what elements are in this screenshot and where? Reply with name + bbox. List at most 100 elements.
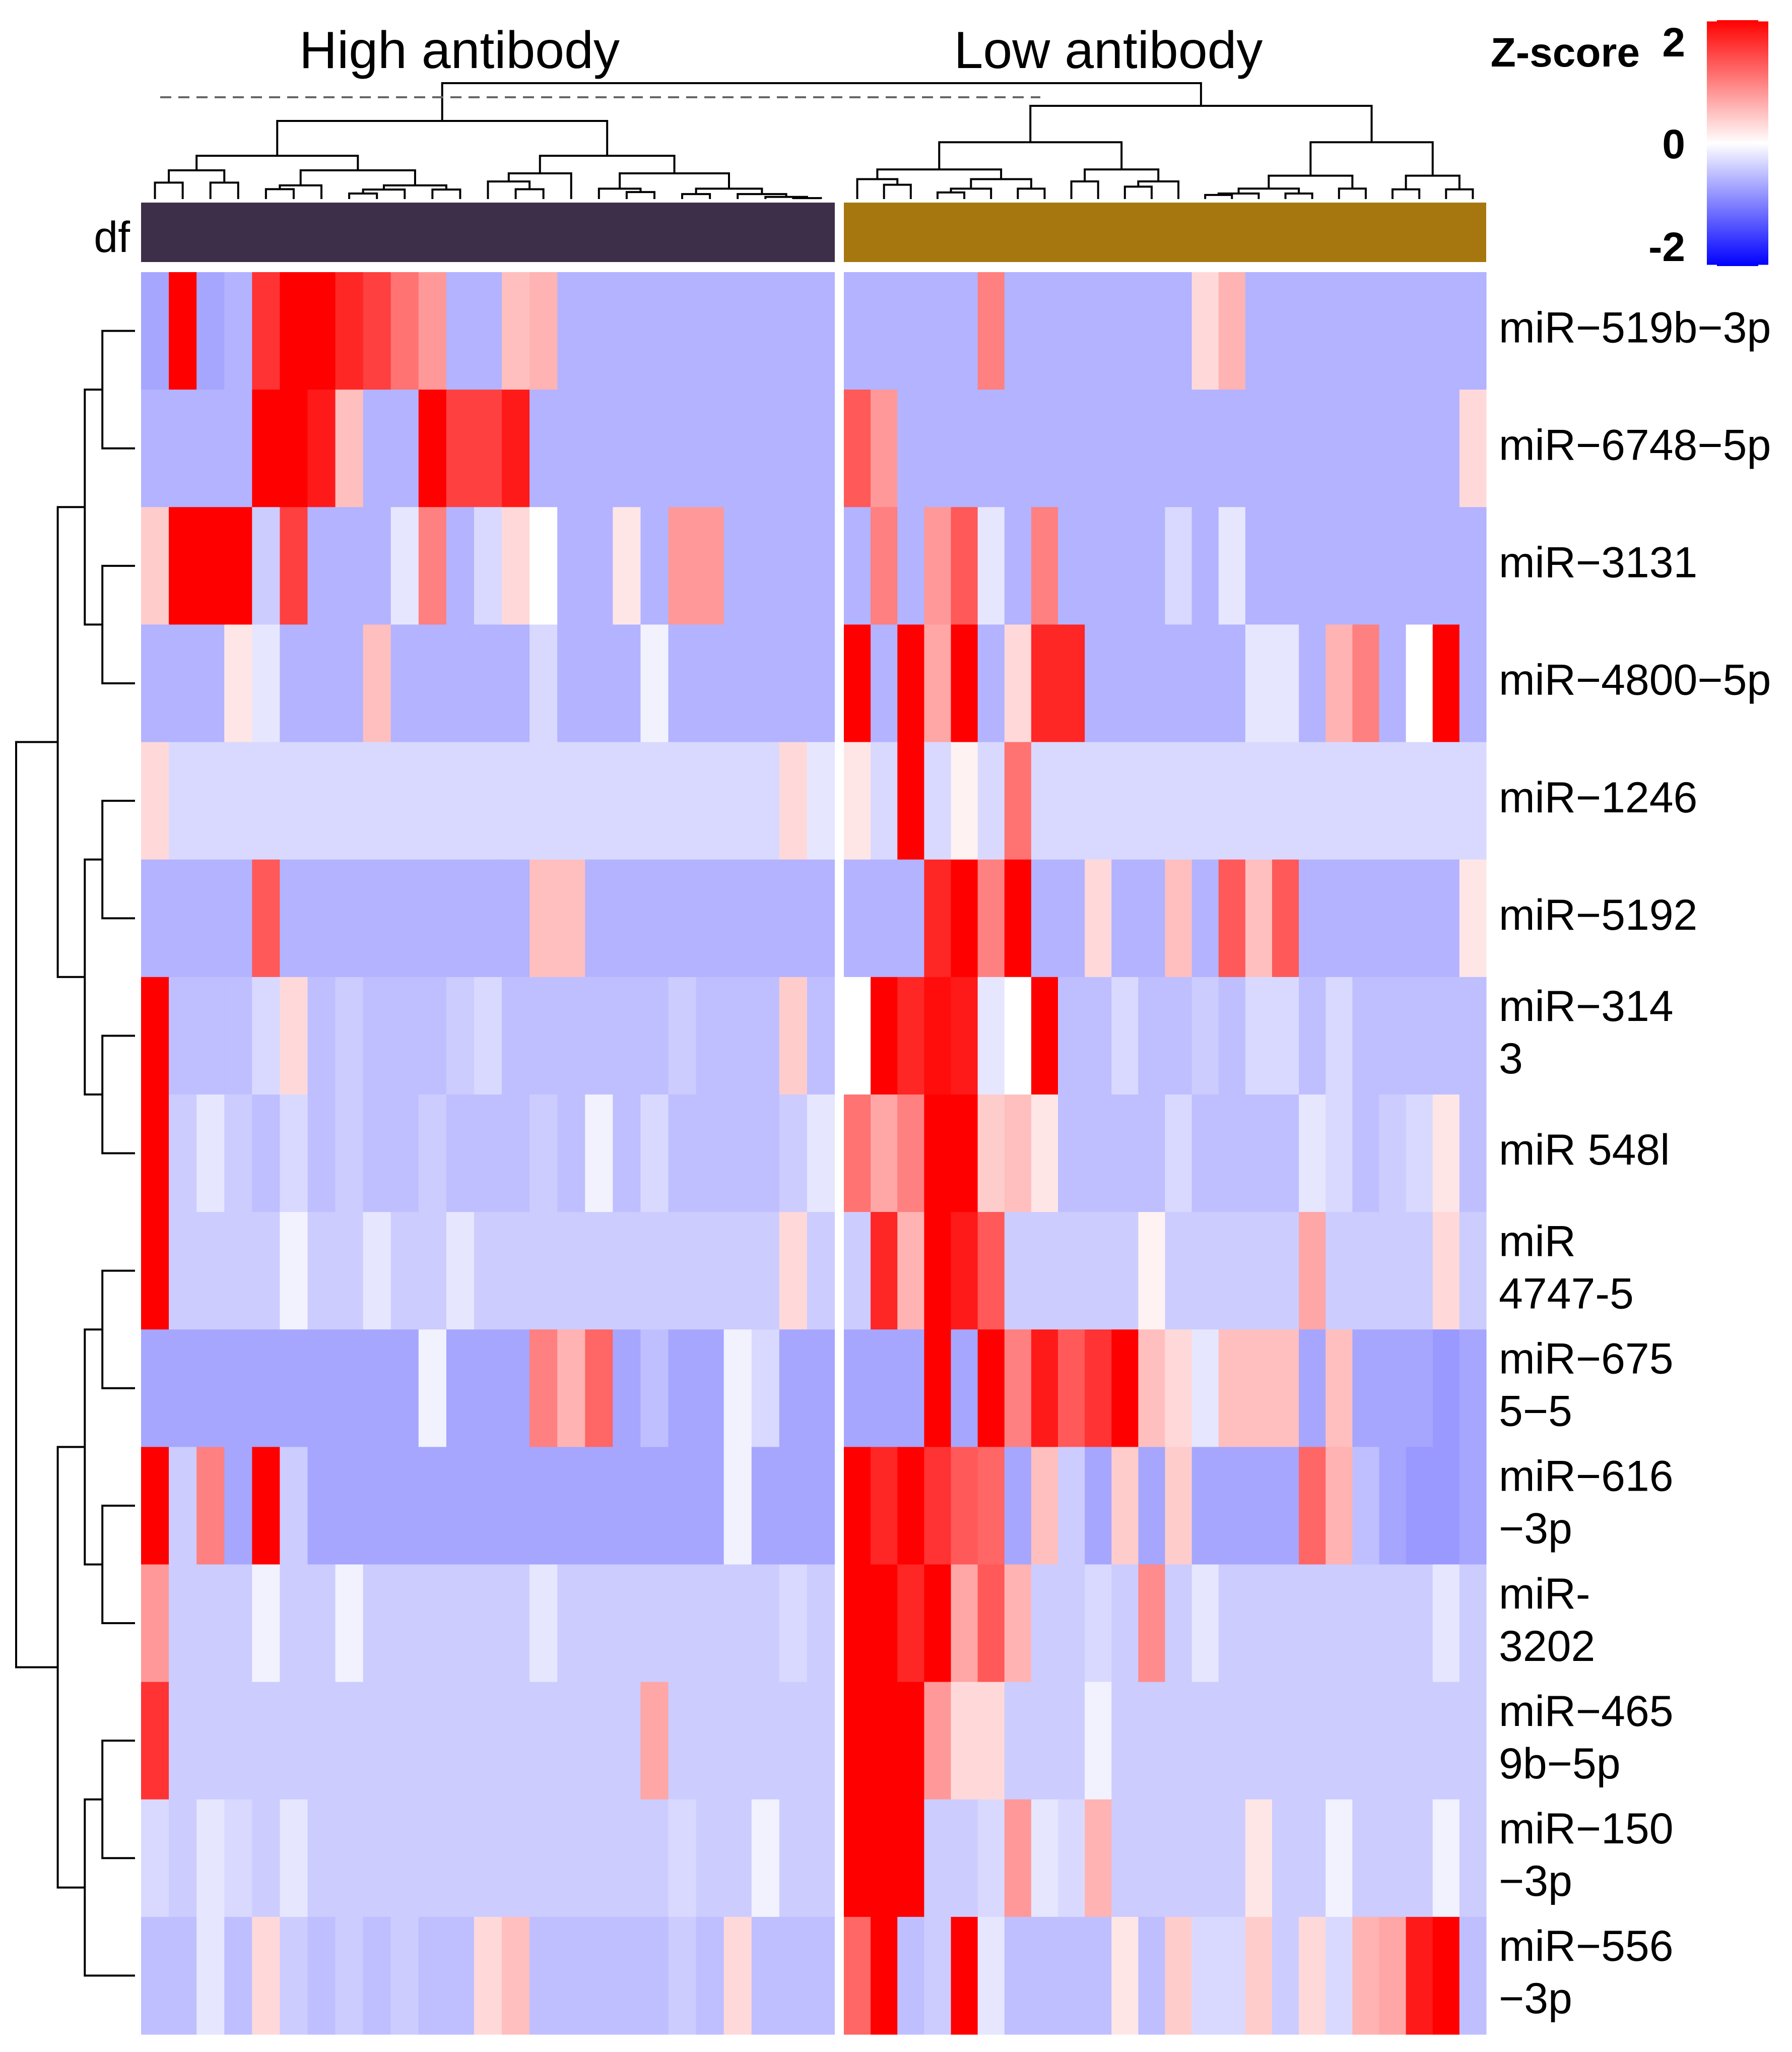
heatmap-cell (446, 1799, 475, 1917)
heatmap-cell (1031, 742, 1058, 860)
heatmap-cell (1272, 1094, 1299, 1212)
heatmap-cell (844, 742, 871, 860)
heatmap-cell (502, 390, 530, 507)
heatmap-cell (668, 1212, 697, 1330)
heatmap-cell (751, 507, 780, 625)
heatmap-cell (1432, 1094, 1460, 1212)
heatmap-cell (390, 1916, 419, 2035)
heatmap-cell (1299, 1212, 1326, 1330)
heatmap-cell (418, 1094, 447, 1212)
heatmap-cell (807, 1329, 835, 1447)
dendrogram-branch (1017, 187, 1046, 199)
heatmap-cell (1058, 272, 1085, 390)
dendrogram-branch (279, 184, 323, 199)
heatmap-cell (1165, 859, 1192, 978)
heatmap-cell (1406, 1682, 1433, 1800)
heatmap-cell (779, 1447, 808, 1565)
heatmap-cell (224, 1329, 252, 1447)
heatmap-cell (613, 624, 641, 743)
heatmap-cell (1165, 1682, 1192, 1800)
heatmap-cell (1299, 977, 1326, 1095)
heatmap-cell (529, 1916, 558, 2035)
dendrogram-branch (299, 169, 416, 185)
heatmap-cell (696, 742, 724, 860)
heatmap-cell (951, 1799, 978, 1917)
heatmap-cell (723, 390, 752, 507)
heatmap-cell (252, 1447, 280, 1565)
heatmap-cell (924, 859, 952, 978)
heatmap-cell (335, 1799, 364, 1917)
heatmap-cell (924, 1682, 952, 1800)
row-labels: miR−519b−3p miR−6748−5p miR−3131 miR−4800−5… (1499, 303, 1771, 2023)
heatmap-cell (280, 390, 308, 507)
heatmap-cell (474, 624, 502, 743)
heatmap-cell (871, 1447, 898, 1565)
heatmap-cell (871, 272, 898, 390)
dendrogram-branch (1338, 187, 1367, 199)
heatmap-cell (529, 742, 558, 860)
heatmap-cell (807, 1447, 835, 1565)
annotation-bar (141, 203, 1486, 262)
heatmap-cell (696, 1094, 724, 1212)
heatmap-cell (844, 272, 871, 390)
heatmap-cell (1111, 1212, 1139, 1330)
row-label: 4747-5 (1499, 1269, 1634, 1318)
heatmap-cell (871, 507, 898, 625)
heatmap-cell (1272, 272, 1299, 390)
heatmap-cell (1138, 390, 1166, 507)
heatmap-cell (1218, 1094, 1246, 1212)
heatmap-cell (1058, 1682, 1085, 1800)
heatmap-cell (557, 1916, 585, 2035)
heatmap-cell (1138, 272, 1166, 390)
heatmap-cell (871, 1682, 898, 1800)
heatmap-cell (751, 1329, 780, 1447)
heatmap-cell (668, 1447, 697, 1565)
heatmap-cell (897, 390, 924, 507)
heatmap-cell (1352, 507, 1380, 625)
heatmap-cell (418, 859, 447, 978)
row-label: miR−314 (1499, 982, 1674, 1031)
heatmap-cell (529, 390, 558, 507)
heatmap-cell (1325, 1916, 1353, 2035)
heatmap-cell (871, 624, 898, 743)
heatmap-cell (779, 859, 808, 978)
heatmap-cell (1138, 1212, 1166, 1330)
heatmap-cell (252, 507, 280, 625)
heatmap-cell (1165, 507, 1192, 625)
heatmap-cell (335, 624, 364, 743)
heatmap-cell (224, 624, 252, 743)
heatmap-cell (474, 1447, 502, 1565)
heatmap-cell (1191, 390, 1219, 507)
dendrogram-branch (168, 169, 226, 183)
heatmap-cell (1245, 272, 1273, 390)
heatmap-cell (557, 1212, 585, 1330)
dendrogram-branch (1445, 188, 1474, 199)
heatmap-cell (585, 977, 613, 1095)
heatmap-cell (418, 1329, 447, 1447)
heatmap-cell (807, 1799, 835, 1917)
heatmap-cell (1272, 1682, 1299, 1800)
dendrogram-branch (154, 181, 184, 199)
heatmap-cell (1111, 390, 1139, 507)
heatmap-cell (363, 507, 391, 625)
dendrogram-branch (348, 193, 378, 199)
heatmap-cell (1004, 742, 1032, 860)
heatmap-cell (418, 742, 447, 860)
heatmap-cell (169, 272, 197, 390)
heatmap-cell (1406, 1564, 1433, 1683)
dendrogram-branch (876, 168, 1003, 179)
heatmap-cell (1191, 742, 1219, 860)
dendrogram-branch (1284, 193, 1313, 199)
dendrogram-branch (56, 1446, 85, 1889)
heatmap-cell (1138, 1094, 1166, 1212)
heatmap-cell (1352, 1564, 1380, 1683)
heatmap-cell (1245, 1564, 1273, 1683)
heatmap-cell (141, 1329, 169, 1447)
heatmap-cell (1031, 1682, 1058, 1800)
heatmap-cell (418, 1916, 447, 2035)
heatmap-cell (1379, 1799, 1407, 1917)
heatmap-cell (1325, 1799, 1353, 1917)
heatmap-cell (1031, 1329, 1058, 1447)
heatmap-cell (585, 1447, 613, 1565)
heatmap-cell (557, 859, 585, 978)
